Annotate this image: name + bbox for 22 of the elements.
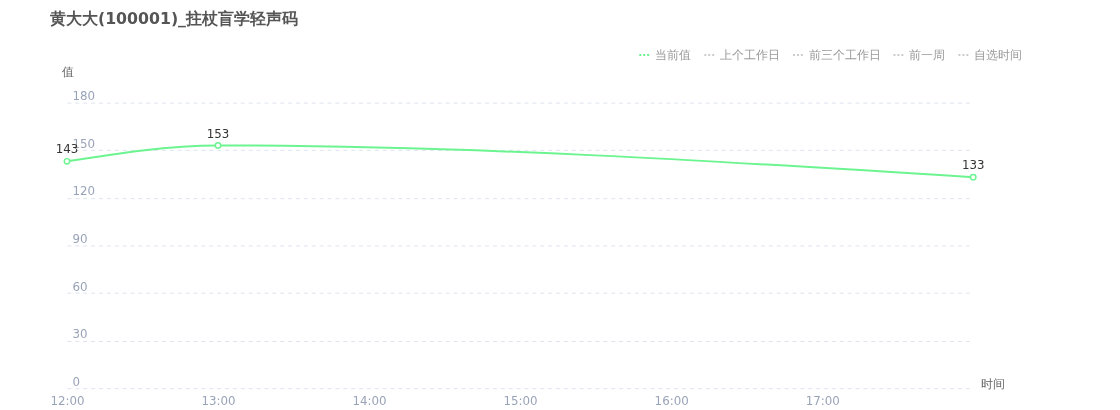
y-tick-label: 0 — [72, 374, 80, 389]
legend-label: 前一周 — [909, 48, 946, 62]
legend-label: 前三个工作日 — [808, 48, 881, 62]
x-tick-label: 15:00 — [503, 394, 538, 409]
x-axis-title: 时间 — [981, 376, 1006, 391]
legend-label: 当前值 — [655, 48, 692, 62]
x-tick-label: 12:00 — [50, 394, 85, 409]
legend-label: 上个工作日 — [720, 48, 781, 62]
y-tick-label: 30 — [72, 327, 88, 342]
legend-label: 自选时间 — [974, 48, 1023, 62]
x-tick-label: 13:00 — [201, 394, 236, 409]
x-tick-label: 14:00 — [352, 394, 387, 409]
y-axis-title: 值 — [61, 65, 74, 80]
y-tick-label: 120 — [72, 184, 95, 199]
data-label: 133 — [961, 158, 985, 173]
x-tick-label: 16:00 — [654, 394, 689, 409]
chart-title: 黄大大(100001)_拄杖盲学轻声码 — [48, 8, 298, 28]
x-tick-label: 17:00 — [805, 394, 840, 409]
y-tick-label: 60 — [72, 279, 88, 294]
data-label: 153 — [206, 126, 230, 141]
y-tick-label: 180 — [72, 89, 95, 104]
y-tick-label: 90 — [72, 231, 88, 246]
